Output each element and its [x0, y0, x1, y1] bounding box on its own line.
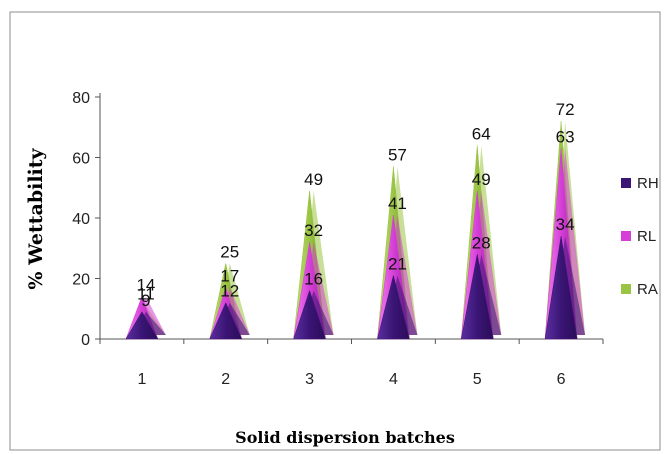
- legend-label-RA: RA: [637, 281, 658, 298]
- data-label-RL-1: 17: [220, 267, 239, 286]
- data-label-RL-0: 14: [136, 276, 155, 295]
- legend: RH RL RA: [621, 175, 659, 298]
- x-axis-label: Solid dispersion batches: [235, 428, 455, 447]
- data-label-RH-5: 34: [556, 215, 575, 234]
- data-label-RL-5: 63: [556, 127, 575, 146]
- data-label-RH-4: 28: [472, 233, 491, 252]
- legend-swatch-RL: [621, 231, 631, 241]
- y-axis-label: % Wettability: [25, 147, 47, 289]
- legend-label-RH: RH: [637, 175, 659, 192]
- x-tick-label-5: 6: [557, 371, 566, 388]
- x-tick-label-2: 3: [305, 371, 314, 388]
- y-tick-label-3: 60: [72, 151, 90, 168]
- cone-RH-3: [377, 275, 410, 340]
- cone-RH-2: [293, 289, 326, 340]
- legend-swatch-RH: [621, 178, 631, 188]
- data-label-RA-0: 11: [137, 285, 155, 304]
- legend-swatch-RA: [621, 284, 631, 294]
- legend-label-RL: RL: [637, 228, 656, 245]
- x-tick-label-1: 2: [221, 371, 230, 388]
- data-label-RL-3: 41: [388, 194, 407, 213]
- chart-frame: [9, 11, 661, 451]
- y-tick-label-4: 80: [72, 90, 90, 107]
- x-tick-label-0: 1: [137, 371, 146, 388]
- data-label-RA-2: 49: [304, 170, 323, 189]
- data-label-RH-2: 16: [304, 270, 323, 289]
- data-label-RA-3: 57: [388, 146, 407, 165]
- data-label-RH-3: 21: [388, 254, 407, 273]
- data-label-RH-0: 9: [141, 291, 150, 310]
- data-label-RA-1: 25: [220, 242, 239, 261]
- y-tick-label-2: 40: [72, 211, 90, 228]
- cone-RH-4: [460, 254, 494, 340]
- x-tick-label-3: 4: [389, 371, 398, 388]
- cone-RH-5: [544, 236, 578, 340]
- data-label-RL-2: 32: [304, 221, 323, 240]
- y-tick-label-0: 0: [81, 332, 90, 349]
- data-label-RA-4: 64: [472, 124, 491, 143]
- cone-RH-0: [125, 311, 159, 340]
- y-tick-label-1: 20: [72, 272, 90, 289]
- data-label-RH-1: 12: [220, 282, 239, 301]
- data-label-RA-5: 72: [556, 100, 575, 119]
- data-label-RL-4: 49: [472, 170, 491, 189]
- cone-RH-1: [209, 302, 243, 340]
- x-tick-label-4: 5: [473, 371, 482, 388]
